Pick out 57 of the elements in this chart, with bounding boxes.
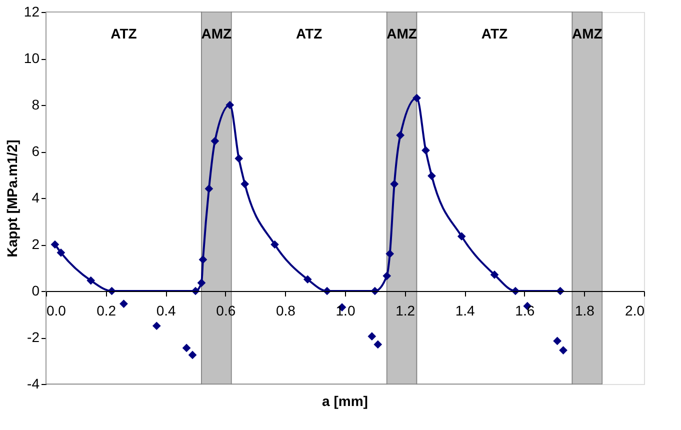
point <box>86 276 96 285</box>
point <box>120 300 128 308</box>
band-label: ATZ <box>296 25 323 42</box>
y-tick-label: 10 <box>24 50 40 66</box>
point <box>226 100 234 110</box>
point <box>50 240 60 249</box>
band-label: ATZ <box>481 25 508 42</box>
point <box>382 272 392 280</box>
point <box>210 136 220 146</box>
point <box>374 340 382 349</box>
point <box>303 275 312 284</box>
point <box>457 232 466 241</box>
point <box>553 336 562 346</box>
y-tick-label: 12 <box>24 4 40 20</box>
y-tick-label: 2 <box>32 236 40 252</box>
point <box>182 344 191 352</box>
y-tick-label: -2 <box>27 329 40 345</box>
point <box>390 180 399 188</box>
x-tick-label: 0.4 <box>156 302 176 318</box>
y-axis-title: Kappt [MPa.m1/2] <box>4 140 20 258</box>
x-tick-label: 1.6 <box>515 302 535 318</box>
band-label: ATZ <box>110 25 138 42</box>
x-tick-label: 1.4 <box>455 302 476 318</box>
point <box>198 255 208 264</box>
point <box>152 322 161 330</box>
x-tick-label: 0.0 <box>46 302 66 318</box>
point <box>56 248 66 257</box>
x-tick-label: 2.0 <box>625 302 645 318</box>
x-tick-label: 0.6 <box>216 302 236 318</box>
y-tick-label: 6 <box>32 143 40 159</box>
y-tick-label: 8 <box>32 96 40 112</box>
y-tick-label: -4 <box>27 376 40 392</box>
point <box>234 154 244 163</box>
y-tick-label: 0 <box>32 282 40 298</box>
point <box>270 240 279 249</box>
point <box>490 270 499 279</box>
point <box>204 184 214 193</box>
y-tick-label: 4 <box>32 190 40 206</box>
x-tick-label: 1.8 <box>574 302 595 318</box>
band-label: AMZ <box>386 25 418 42</box>
point <box>428 172 436 180</box>
point <box>188 350 197 360</box>
band-label: AMZ <box>201 25 232 42</box>
point <box>422 146 430 155</box>
band-label: AMZ <box>572 25 603 42</box>
point <box>396 131 404 140</box>
point <box>559 346 568 354</box>
x-axis-title: a [mm] <box>322 393 368 409</box>
point <box>412 94 421 102</box>
x-tick-label: 1.2 <box>396 302 416 318</box>
point <box>386 250 394 258</box>
x-tick-label: 0.8 <box>276 302 296 318</box>
point <box>240 180 250 188</box>
x-tick-label: 0.2 <box>96 302 116 318</box>
x-tick-label: 1.0 <box>336 302 356 318</box>
point <box>368 332 376 341</box>
point <box>197 278 206 288</box>
